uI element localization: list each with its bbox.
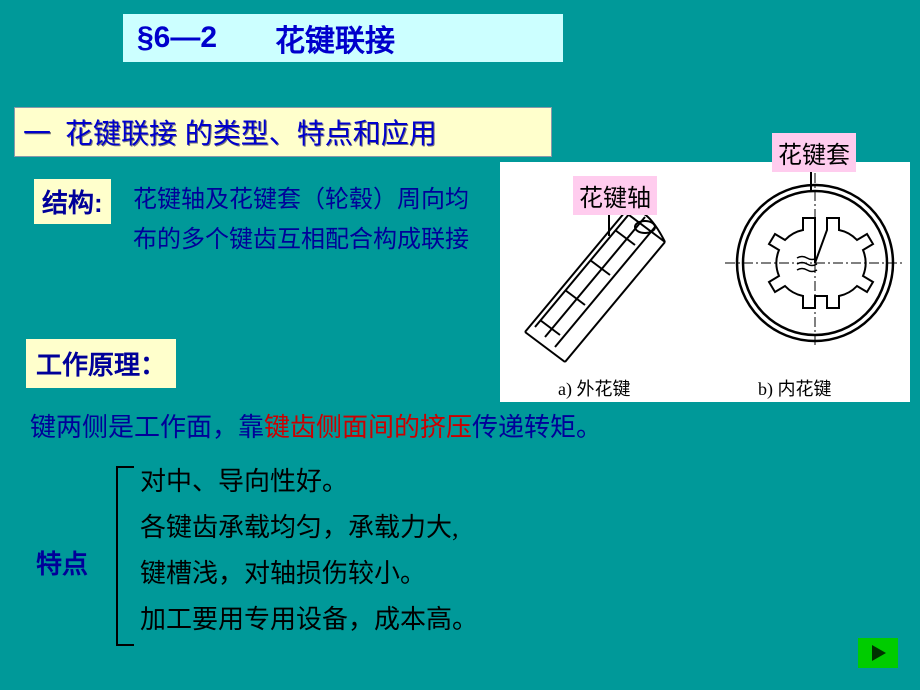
heading-number: 一 bbox=[23, 112, 51, 152]
heading-text: 花键联接 的类型、特点和应用 bbox=[65, 112, 437, 152]
structure-text: 花键轴及花键套（轮毂）周向均布的多个键齿互相配合构成联接 bbox=[133, 180, 483, 260]
principle-text: 键两侧是工作面，靠键齿侧面间的挤压传递转矩。 bbox=[30, 407, 602, 444]
features-list: 对中、导向性好。 各键齿承载均匀，承载力大, 键槽浅，对轴损伤较小。 加工要用专… bbox=[140, 459, 478, 643]
principle-part3: 传递转矩。 bbox=[472, 413, 602, 442]
feature-item: 各键齿承载均匀，承载力大, bbox=[140, 505, 478, 551]
title-section-number: §6—2 bbox=[137, 21, 217, 55]
section-heading: 一 花键联接 的类型、特点和应用 bbox=[14, 107, 552, 157]
caption-b: b) 内花键 bbox=[758, 375, 832, 401]
features-label: 特点 bbox=[36, 544, 88, 581]
next-button[interactable] bbox=[858, 638, 898, 668]
principle-part2: 键齿侧面间的挤压 bbox=[264, 413, 472, 442]
callout-sleeve: 花键套 bbox=[772, 133, 856, 172]
principle-label: 工作原理： bbox=[26, 339, 176, 388]
feature-item: 对中、导向性好。 bbox=[140, 459, 478, 505]
internal-spline-drawing bbox=[725, 168, 905, 348]
title-text: 花键联接 bbox=[275, 16, 395, 60]
slide-title: §6—2 花键联接 bbox=[123, 14, 563, 62]
bracket-decoration bbox=[116, 466, 136, 646]
feature-item: 加工要用专用设备，成本高。 bbox=[140, 597, 478, 643]
principle-part1: 键两侧是工作面，靠 bbox=[30, 413, 264, 442]
caption-a: a) 外花键 bbox=[558, 375, 630, 401]
feature-item: 键槽浅，对轴损伤较小。 bbox=[140, 551, 478, 597]
play-icon bbox=[868, 643, 888, 663]
structure-label: 结构: bbox=[34, 179, 111, 224]
callout-shaft: 花键轴 bbox=[573, 176, 657, 215]
